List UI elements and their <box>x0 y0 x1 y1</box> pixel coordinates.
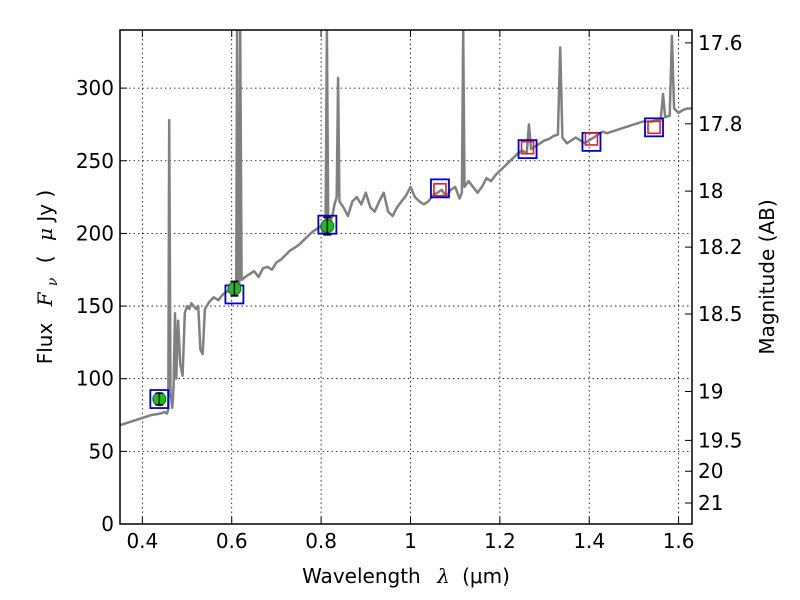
y-axis-label: Flux F ν ( μ Jy ) <box>33 190 62 365</box>
x-axis-label-prefix: Wavelength <box>302 564 421 588</box>
y-tick-label: 50 <box>89 439 114 463</box>
y-tick-label: 300 <box>76 76 114 100</box>
y-tick-label: 0 <box>101 512 114 536</box>
x-tick-label: 1.6 <box>663 529 695 553</box>
model-photometry-point <box>517 139 538 160</box>
y-axis-label-symbol: F <box>33 291 57 307</box>
nir-photometry-point <box>584 132 599 146</box>
model-photometry-point <box>430 178 450 199</box>
y-tick-label: 200 <box>76 221 114 245</box>
y-tick-label: 250 <box>76 149 114 173</box>
x-tick-label: 1 <box>404 529 417 553</box>
spectrum-line <box>120 30 692 427</box>
grid-lines <box>120 30 692 525</box>
mag-tick-label: 18.2 <box>698 235 743 259</box>
mag-tick-label: 20 <box>698 459 723 483</box>
y2-axis-label: Magnitude (AB) <box>755 199 779 354</box>
photometry-points <box>149 117 664 409</box>
y-axis-label-paren: ( <box>33 255 57 263</box>
mag-tick-label: 19 <box>698 379 723 403</box>
nir-photometry-point <box>520 140 535 155</box>
plot-frame <box>119 29 693 525</box>
spectrum-series <box>120 30 692 427</box>
y-axis-label-mu: μ <box>33 228 57 241</box>
model-photometry-point <box>644 117 664 138</box>
nir-photometry-point <box>647 120 661 135</box>
mag-tick-label: 18.5 <box>698 302 743 326</box>
x-axis-label-unit: (μm) <box>462 564 510 588</box>
mag-tick-label: 21 <box>698 491 723 515</box>
y-tick-label: 150 <box>76 294 114 318</box>
nir-photometry-point <box>433 183 447 197</box>
y-axis-label-prefix: Flux <box>33 323 57 365</box>
y-tick-label: 100 <box>76 367 114 391</box>
mag-tick-label: 18 <box>698 179 723 203</box>
model-photometry-point <box>149 389 170 409</box>
mag-tick-label: 19.5 <box>698 428 743 452</box>
mag-tick-label: 17.8 <box>698 112 743 136</box>
x-axis-label-symbol: λ <box>436 564 450 588</box>
x-tick-label: 0.4 <box>126 529 158 553</box>
x-tick-label: 1.4 <box>573 529 605 553</box>
x-tick-label: 0.6 <box>216 529 248 553</box>
x-axis-label: Wavelength λ (μm) <box>302 564 510 588</box>
y-axis-label-unit: Jy ) <box>33 190 57 224</box>
x-tick-label: 0.8 <box>305 529 337 553</box>
x-tick-label: 1.2 <box>484 529 516 553</box>
mag-tick-label: 17.6 <box>698 31 743 55</box>
axis-ticks: 0.4 0.6 0.8 1 1.2 1.4 1.6 0 50 100 150 200 250 300 17.… <box>76 30 743 553</box>
y-axis-label-subscript: ν <box>45 277 61 286</box>
